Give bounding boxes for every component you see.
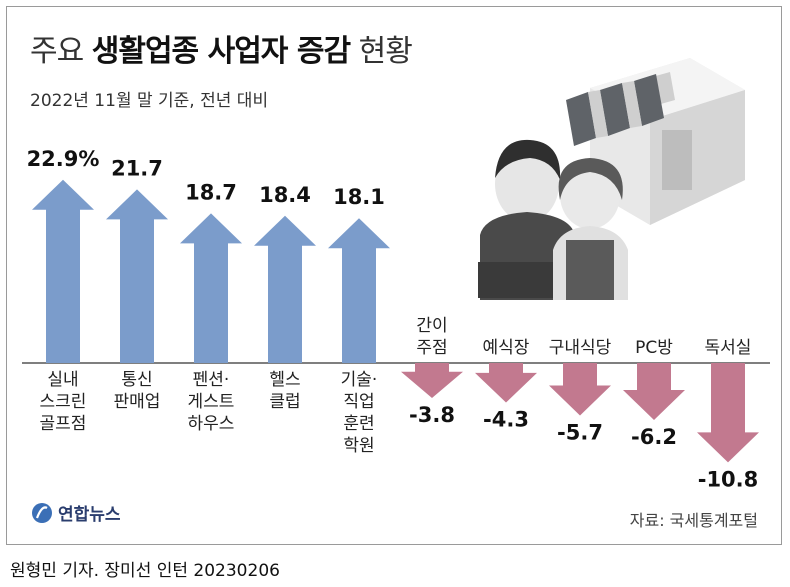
bar-arrow-4 [254,215,316,363]
bar-arrow-3 [180,213,242,363]
category-label-6-line-1: 간이 [416,316,447,336]
bar-arrow-8 [549,363,611,416]
bar-arrow-1 [32,179,94,363]
value-label-10: -10.8 [698,467,759,491]
category-label-1-line-3: 골프점 [40,414,87,434]
category-label-10-line-1: 독서실 [705,338,752,358]
value-label-7: -4.3 [483,408,529,432]
title-prefix: 주요 [30,34,84,69]
title-highlight: 생활업종 사업자 증감 [91,34,351,69]
category-label-3-line-1: 펜션· [193,370,230,390]
category-label-2-line-2: 판매업 [114,392,161,412]
yonhap-globe-icon [32,502,52,523]
value-label-6: -3.8 [409,403,455,427]
category-label-5-line-1: 기술· [341,370,378,390]
category-label-5-line-2: 직업 [343,392,374,412]
category-label-4-line-1: 헬스 [269,370,300,390]
bar-arrow-9 [623,363,685,421]
category-label-5-line-3: 훈련 [343,414,374,434]
bar-arrow-2 [106,189,168,363]
category-label-2-line-1: 통신 [121,370,152,390]
title-suffix: 현황 [358,34,413,69]
category-label-6-line-2: 주점 [416,338,447,358]
value-label-4: 18.4 [259,183,311,207]
value-label-1: 22.9% [27,147,100,171]
yonhap-logo: 연합뉴스 [30,500,121,525]
value-label-5: 18.1 [333,185,385,209]
category-label-9-line-1: PC방 [635,338,673,358]
bar-arrow-6 [401,363,463,398]
category-label-3-line-3: 하우스 [188,414,235,434]
chart-subtitle: 2022년 11월 말 기준, 전년 대비 [30,91,269,111]
category-label-7-line-1: 예식장 [483,338,530,358]
shop-illustration [478,58,745,300]
value-label-2: 21.7 [111,156,163,180]
logo-text: 연합뉴스 [58,505,121,525]
value-label-3: 18.7 [185,180,237,204]
category-label-5-line-4: 학원 [343,436,374,456]
chart-title: 주요 생활업종 사업자 증감 현황 [30,26,413,70]
category-label-4-line-2: 클럽 [269,392,300,412]
category-label-1-line-2: 스크린 [40,392,87,412]
source-note: 자료: 국세통계포털 [629,511,758,530]
bar-arrow-10 [697,363,759,463]
bar-arrow-7 [475,363,537,403]
category-label-3-line-2: 게스트 [188,392,235,412]
credit-line: 원형민 기자. 장미선 인턴 20230206 [10,561,280,581]
bar-arrow-5 [328,218,390,363]
category-label-1-line-1: 실내 [47,370,78,390]
value-label-8: -5.7 [557,420,603,444]
frame-border [6,6,782,545]
category-label-8-line-1: 구내식당 [549,338,612,358]
value-label-9: -6.2 [631,425,677,449]
